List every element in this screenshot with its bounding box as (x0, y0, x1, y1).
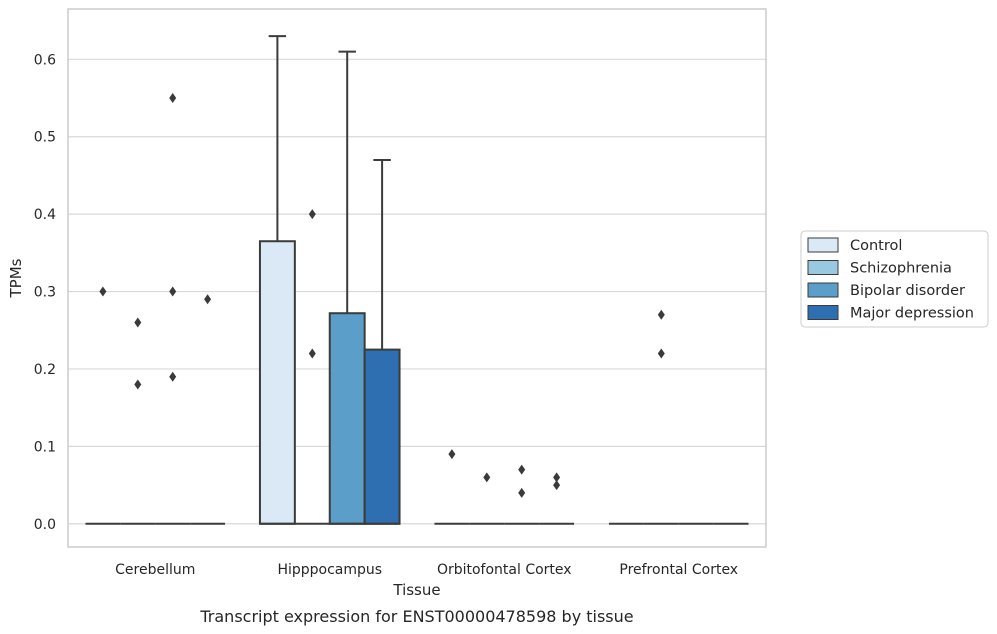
outlier-point (308, 348, 316, 359)
box-major-depression (363, 158, 401, 525)
outlier-point (169, 93, 177, 104)
y-tick-label: 0.3 (34, 285, 56, 301)
plot-frame (67, 8, 767, 548)
outlier-point (518, 487, 526, 498)
y-axis-label: TPMs (7, 258, 25, 298)
outlier-point (204, 294, 212, 305)
x-axis-label: Tissue (392, 581, 440, 599)
box-schizophrenia (294, 209, 330, 525)
box-major-depression (190, 294, 226, 525)
x-tick-label: Cerebellum (115, 562, 195, 578)
box-plot-marks (85, 35, 749, 525)
box-bipolar-disorder (328, 50, 366, 525)
box-control (258, 35, 296, 525)
box-bipolar-disorder (504, 464, 540, 525)
box-schizophrenia (643, 309, 679, 525)
legend-label: Control (850, 238, 902, 254)
outlier-point (99, 286, 107, 297)
x-tick-label: Hipppocampus (277, 562, 382, 578)
legend-swatch (807, 282, 839, 298)
outlier-point (134, 317, 142, 328)
outlier-point (553, 472, 561, 483)
outlier-point (657, 348, 665, 359)
y-tick-label: 0.5 (34, 130, 56, 146)
x-tick-label: Orbitofontal Cortex (437, 562, 572, 578)
x-axis-ticks: Cerebellum Hipppocampus Orbitofontal Corte… (115, 562, 738, 578)
y-tick-label: 0.1 (34, 439, 56, 455)
legend-label: Bipolar disorder (850, 283, 965, 299)
box-rect (363, 348, 401, 525)
chart-caption: Transcript expression for ENST0000047859… (199, 607, 633, 626)
y-tick-label: 0.0 (34, 517, 56, 533)
legend-swatch (807, 237, 839, 253)
y-tick-label: 0.4 (34, 207, 56, 223)
legend-frame (800, 230, 989, 328)
x-tick-label: Prefrontal Cortex (619, 562, 738, 578)
outlier-point (448, 449, 456, 460)
outlier-point (518, 464, 526, 475)
legend: Control Schizophrenia Bipolar disorder Majo… (800, 230, 989, 328)
outlier-point (134, 379, 142, 390)
legend-swatch (807, 260, 839, 275)
outlier-point (483, 472, 491, 483)
outlier-point (308, 209, 316, 220)
outlier-point (657, 309, 665, 320)
outlier-point (553, 480, 561, 491)
box-bipolar-disorder (155, 93, 191, 525)
y-tick-label: 0.6 (34, 52, 56, 68)
box-major-depression (539, 472, 575, 525)
outlier-point (169, 286, 177, 297)
box-control (434, 449, 470, 525)
y-tick-label: 0.2 (34, 362, 56, 378)
y-axis-ticks: 0.0 0.1 0.2 0.3 0.4 0.5 0.6 (34, 52, 56, 532)
box-rect (258, 240, 296, 525)
legend-label: Major depression (850, 306, 974, 322)
box-rect (328, 312, 366, 525)
box-control (85, 286, 121, 525)
legend-label: Schizophrenia (850, 261, 952, 277)
legend-swatch (807, 305, 839, 320)
outlier-point (169, 371, 177, 382)
box-schizophrenia (120, 317, 156, 525)
box-schizophrenia (469, 472, 505, 525)
